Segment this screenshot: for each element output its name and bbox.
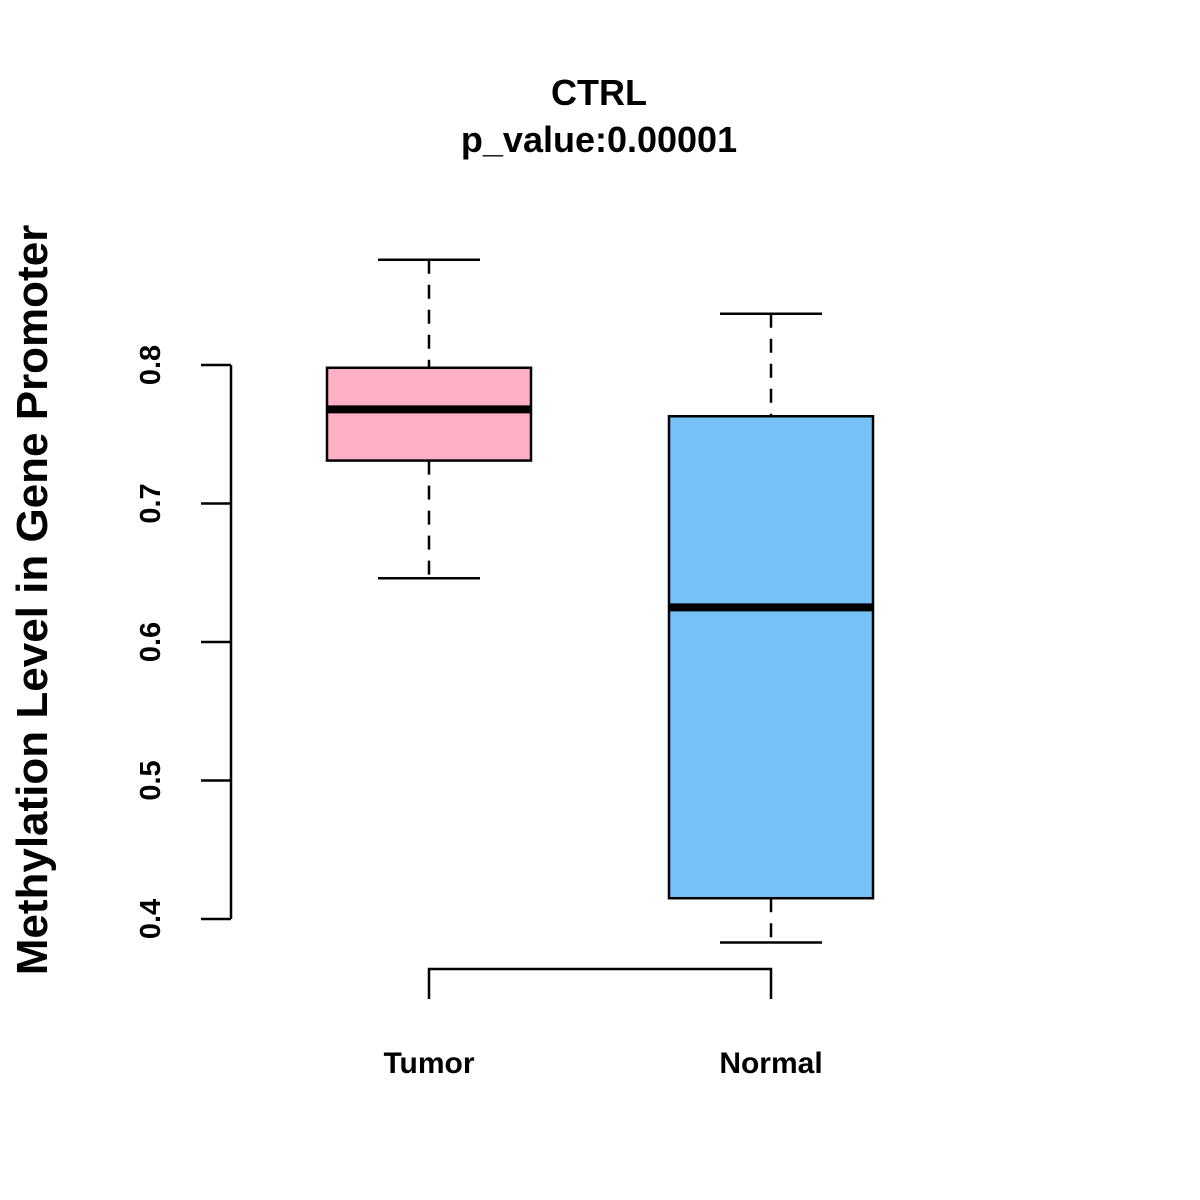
box-group-normal xyxy=(667,312,875,944)
y-tick-label: 0.7 xyxy=(135,483,167,523)
y-axis-label: Methylation Level in Gene Promoter xyxy=(8,225,57,976)
y-tick-label: 0.5 xyxy=(135,760,167,800)
chart-title: CTRL xyxy=(551,72,647,113)
box-group-tumor xyxy=(325,258,533,580)
x-axis-category-labels: Tumor Normal xyxy=(383,1047,822,1080)
y-axis: 0.4 0.5 0.6 0.7 0.8 xyxy=(135,345,233,939)
chart-subtitle: p_value:0.00001 xyxy=(461,119,737,160)
y-tick-label: 0.4 xyxy=(135,899,167,939)
bracket-line xyxy=(427,967,773,999)
iqr-box xyxy=(667,414,875,900)
x-category-label-tumor: Tumor xyxy=(383,1047,474,1080)
x-category-label-normal: Normal xyxy=(719,1047,822,1080)
y-tick-label: 0.6 xyxy=(135,622,167,662)
comparison-bracket xyxy=(427,967,773,999)
y-tick-label: 0.8 xyxy=(135,345,167,385)
iqr-box xyxy=(325,366,533,462)
boxes xyxy=(325,258,875,944)
